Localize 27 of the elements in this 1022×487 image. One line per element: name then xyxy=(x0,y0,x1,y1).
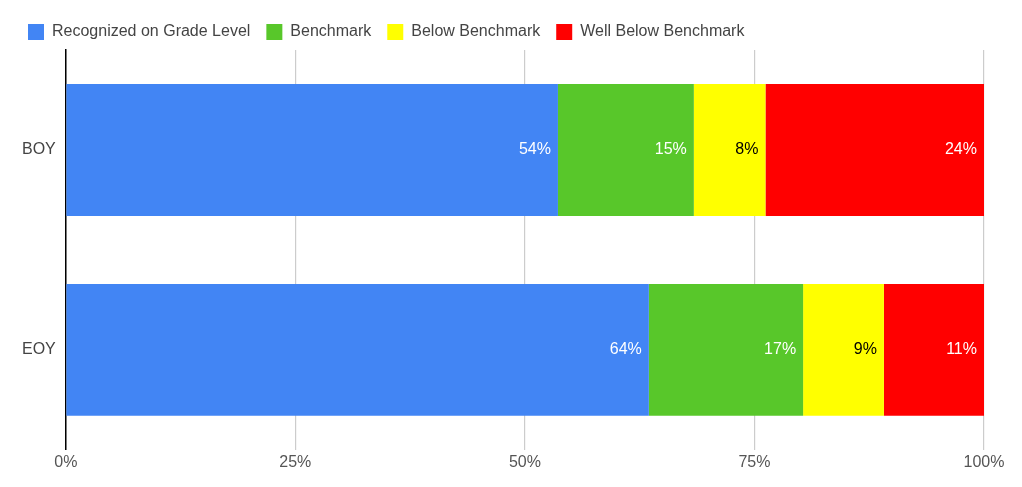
legend-label: Below Benchmark xyxy=(411,22,542,40)
bar xyxy=(883,283,984,416)
data-label: 11% xyxy=(946,340,977,358)
data-label: 64% xyxy=(609,340,642,358)
y-tick-label: BOY xyxy=(21,140,57,158)
bar xyxy=(803,283,884,416)
data-label: 17% xyxy=(764,340,797,358)
bar xyxy=(648,283,804,416)
x-tick-label: 0% xyxy=(54,452,78,470)
legend-label: Well Below Benchmark xyxy=(580,22,746,40)
bar xyxy=(693,83,766,216)
x-tick-label: 75% xyxy=(738,452,771,470)
data-label: 15% xyxy=(654,140,687,158)
data-label: 8% xyxy=(735,140,759,158)
bar xyxy=(66,283,649,416)
x-tick-label: 100% xyxy=(963,452,1005,470)
x-tick-label: 50% xyxy=(508,452,541,470)
data-label: 9% xyxy=(853,340,877,358)
data-label: 24% xyxy=(944,140,977,158)
bar xyxy=(66,83,558,216)
bar xyxy=(557,83,694,216)
bar xyxy=(765,83,984,216)
y-tick-label: EOY xyxy=(21,340,57,358)
data-label: 54% xyxy=(518,140,551,158)
legend-label: Recognized on Grade Level xyxy=(52,22,251,40)
legend-label: Benchmark xyxy=(290,22,373,40)
x-tick-label: 25% xyxy=(279,452,312,470)
